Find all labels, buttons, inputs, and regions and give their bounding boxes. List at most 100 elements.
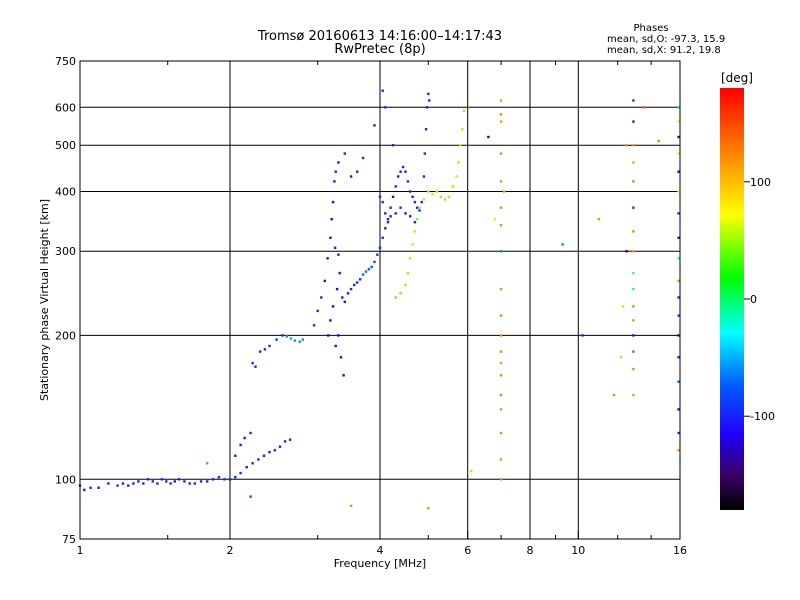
data-point [677, 408, 680, 411]
data-point [251, 462, 254, 465]
data-point [413, 221, 417, 224]
data-point [257, 458, 260, 461]
x-tick-label: 10 [571, 544, 585, 557]
data-point [391, 144, 395, 147]
data-point [499, 334, 503, 337]
data-point [389, 206, 392, 209]
y-tick-label: 750 [55, 55, 76, 68]
x-axis-label: Frequency [MHz] [334, 557, 426, 570]
data-point [427, 92, 430, 96]
data-point [461, 128, 464, 131]
colorbar-tick-label: 100 [750, 176, 771, 189]
data-point [425, 106, 429, 109]
data-point [487, 135, 490, 139]
data-point [499, 224, 503, 227]
data-points [78, 89, 680, 510]
data-point [499, 374, 503, 377]
data-point [435, 190, 438, 193]
data-point [165, 480, 168, 483]
data-point [373, 260, 376, 264]
data-point [625, 144, 628, 147]
data-point [331, 200, 335, 204]
data-point [359, 278, 362, 281]
colorbar-ticks: 100 0 -100 [744, 176, 775, 423]
data-point [394, 212, 397, 215]
data-point [107, 482, 110, 485]
data-point [420, 200, 423, 204]
y-tick-label: 500 [55, 139, 76, 152]
data-point [632, 319, 635, 322]
data-point [409, 257, 412, 260]
chart-subtitle: RwPretec (8p) [334, 42, 425, 57]
data-point [411, 195, 414, 198]
data-point [384, 227, 387, 230]
data-point [298, 340, 301, 343]
data-point [234, 454, 237, 457]
data-point [406, 271, 410, 275]
data-point [394, 185, 397, 188]
data-point [621, 305, 625, 308]
data-point [364, 270, 368, 273]
data-point [262, 454, 266, 457]
data-point [97, 486, 100, 489]
data-point [243, 436, 246, 440]
data-point [283, 440, 287, 443]
data-point [254, 365, 257, 368]
data-point [268, 450, 271, 454]
data-point [335, 287, 339, 291]
data-point [83, 488, 86, 492]
data-point [422, 198, 426, 201]
data-point [316, 309, 319, 313]
colorbar-tick-label: -100 [750, 410, 775, 423]
y-tick-label: 600 [55, 101, 76, 114]
x-tick-label: 16 [673, 544, 687, 557]
data-point [677, 380, 680, 383]
data-point [151, 480, 154, 483]
data-point [356, 170, 359, 173]
data-point [413, 200, 417, 204]
data-point [268, 344, 271, 348]
data-point [361, 156, 365, 160]
data-point [677, 257, 680, 260]
data-point [193, 482, 196, 485]
data-point [443, 198, 447, 201]
data-point [499, 314, 503, 317]
data-point [329, 319, 332, 322]
stats-heading: Phases [633, 23, 668, 34]
data-point [333, 246, 337, 249]
data-point [493, 218, 496, 221]
colorbar-label: [deg] [721, 71, 753, 85]
data-point [677, 170, 680, 173]
data-point [677, 135, 680, 139]
data-point [288, 438, 292, 441]
data-point [177, 478, 181, 481]
data-point [632, 206, 635, 209]
data-point [406, 180, 410, 183]
data-point [281, 334, 284, 337]
data-point [470, 469, 473, 473]
data-point [188, 482, 191, 485]
data-point [499, 431, 503, 435]
data-point [273, 449, 276, 452]
y-tick-label: 300 [55, 245, 76, 258]
data-point [206, 462, 209, 465]
grid [80, 61, 680, 539]
data-point [217, 476, 221, 479]
data-point [223, 478, 226, 481]
stats-line-x: mean, sd,X: 91.2, 19.8 [607, 45, 721, 56]
data-point [632, 230, 635, 233]
data-point [462, 109, 466, 112]
data-point [677, 152, 680, 155]
data-point [334, 344, 337, 348]
data-point [677, 296, 680, 299]
axis-ticks: 1 2 4 6 8 10 16 75 100 200 300 400 500 600 750 [55, 55, 687, 557]
data-point [632, 120, 635, 123]
data-point [121, 482, 125, 485]
data-point [677, 449, 680, 452]
data-point [625, 250, 628, 253]
data-point [632, 250, 635, 253]
data-point [499, 350, 503, 353]
data-point [199, 480, 203, 483]
data-point [381, 200, 384, 204]
